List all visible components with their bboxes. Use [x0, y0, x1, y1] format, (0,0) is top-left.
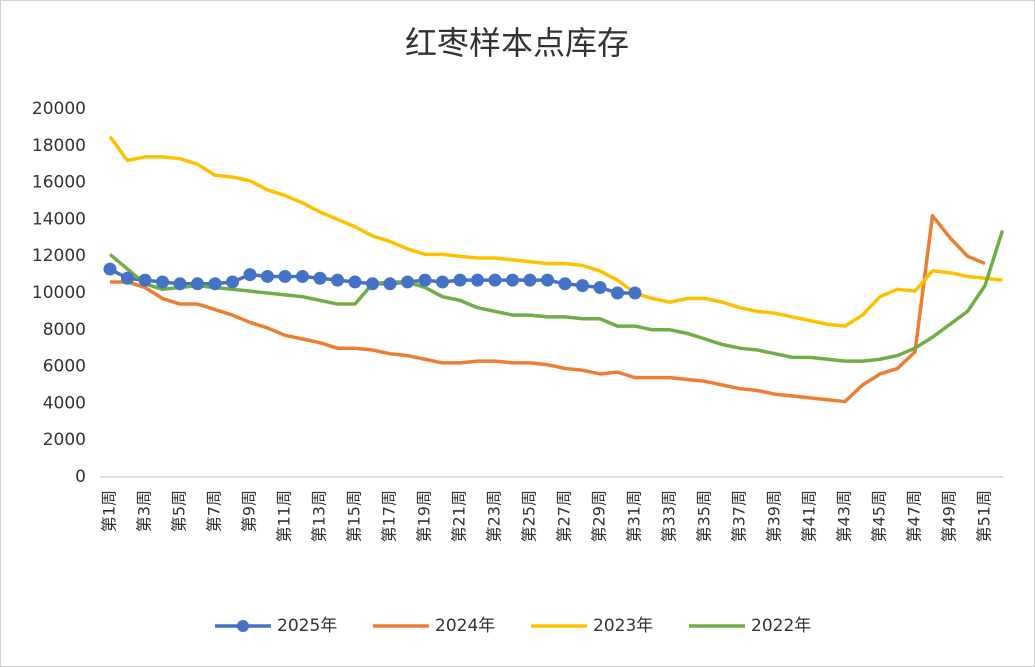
- data-point: [506, 273, 519, 287]
- series-line: [108, 135, 1003, 328]
- x-tick-label: 第13周: [310, 490, 329, 542]
- x-tick-label: 第41周: [800, 490, 819, 542]
- x-tick-label: 第11周: [275, 490, 294, 542]
- y-tick-label: 18000: [32, 136, 86, 156]
- x-tick-label: 第9周: [240, 490, 259, 532]
- x-tick-label: 第27周: [555, 490, 574, 542]
- data-point: [331, 273, 344, 287]
- chart-title: 红枣样本点库存: [405, 24, 629, 62]
- x-tick-label: 第37周: [730, 490, 749, 542]
- data-point: [488, 273, 502, 287]
- x-tick-label: 第5周: [170, 490, 189, 532]
- x-tick-label: 第7周: [205, 490, 224, 532]
- data-point: [243, 268, 257, 282]
- series-line: [108, 229, 1005, 363]
- data-point: [313, 271, 327, 285]
- x-tick-label: 第29周: [590, 490, 609, 542]
- y-tick-label: 10000: [32, 283, 86, 303]
- legend-label: 2025年: [277, 616, 337, 636]
- x-tick-label: 第35周: [695, 490, 714, 542]
- y-tick-label: 14000: [32, 209, 86, 229]
- data-point: [576, 279, 589, 293]
- data-point: [628, 286, 642, 300]
- x-tick-label: 第45周: [870, 490, 889, 542]
- x-tick-label: 第3周: [135, 490, 154, 532]
- x-tick-label: 第17周: [380, 490, 399, 542]
- data-point: [523, 273, 537, 287]
- data-point: [296, 269, 309, 283]
- x-tick-label: 第39周: [765, 490, 784, 542]
- y-tick-label: 20000: [32, 99, 86, 119]
- data-point: [366, 277, 379, 291]
- x-tick-label: 第23周: [485, 490, 504, 542]
- x-tick-label: 第33周: [660, 490, 679, 542]
- x-tick-label: 第31周: [625, 490, 644, 542]
- y-tick-label: 0: [75, 467, 86, 487]
- x-tick-label: 第47周: [905, 490, 924, 542]
- data-point: [348, 275, 362, 289]
- data-point: [558, 277, 572, 291]
- data-point: [121, 271, 134, 285]
- data-point: [418, 273, 432, 287]
- data-point: [261, 269, 274, 283]
- legend-label: 2023年: [593, 616, 653, 636]
- data-point: [138, 273, 152, 287]
- series-line: [110, 213, 986, 404]
- y-tick-label: 6000: [43, 357, 86, 377]
- data-point: [156, 275, 169, 289]
- data-point: [436, 275, 449, 289]
- data-point: [593, 280, 607, 294]
- data-point: [453, 273, 467, 287]
- legend-label: 2022年: [751, 616, 811, 636]
- data-point: [383, 277, 397, 291]
- y-tick-label: 2000: [43, 430, 86, 450]
- data-point: [208, 277, 222, 291]
- x-tick-label: 第49周: [940, 490, 959, 542]
- legend-marker: [237, 620, 249, 632]
- data-point: [611, 286, 624, 300]
- y-tick-label: 8000: [43, 320, 86, 340]
- x-tick-label: 第25周: [520, 490, 539, 542]
- x-tick-label: 第15周: [345, 490, 364, 542]
- data-point: [103, 262, 117, 276]
- x-tick-label: 第19周: [415, 490, 434, 542]
- y-tick-label: 4000: [43, 393, 86, 413]
- legend-label: 2024年: [435, 616, 495, 636]
- data-point: [173, 277, 187, 291]
- y-tick-label: 12000: [32, 246, 86, 266]
- data-point: [278, 269, 292, 283]
- data-point: [191, 277, 204, 291]
- data-point: [471, 273, 484, 287]
- data-point: [401, 275, 414, 289]
- y-tick-label: 16000: [32, 173, 86, 193]
- x-tick-label: 第51周: [975, 490, 994, 542]
- data-point: [541, 273, 554, 287]
- x-tick-label: 第21周: [450, 490, 469, 542]
- data-point: [226, 275, 239, 289]
- x-tick-label: 第1周: [100, 490, 119, 532]
- x-tick-label: 第43周: [835, 490, 854, 542]
